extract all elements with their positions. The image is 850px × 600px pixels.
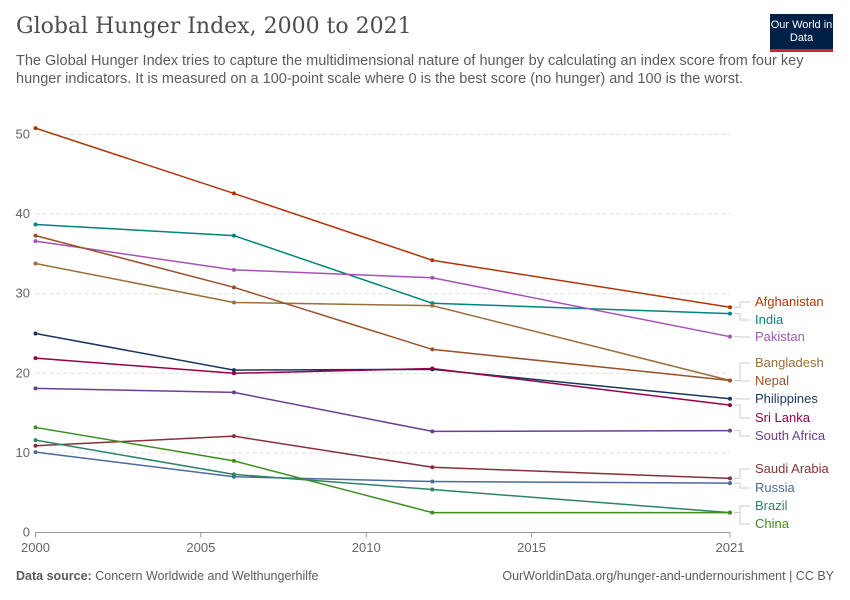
data-point <box>33 233 38 238</box>
y-tick-label: 50 <box>16 127 30 142</box>
data-point <box>728 378 732 383</box>
series-line-bangladesh <box>35 262 731 382</box>
data-point <box>430 303 435 308</box>
data-point <box>728 334 732 339</box>
data-point <box>33 450 38 455</box>
data-point <box>728 510 732 515</box>
series-label: Bangladesh <box>755 355 824 370</box>
label-connector <box>734 468 750 479</box>
data-point <box>728 481 732 486</box>
data-point <box>231 285 236 290</box>
x-tick-label: 2005 <box>186 540 215 555</box>
label-connector <box>734 362 750 381</box>
data-point <box>728 428 732 433</box>
series-label: Brazil <box>755 498 788 513</box>
chart-subtitle: The Global Hunger Index tries to capture… <box>16 53 804 87</box>
series-label: Russia <box>755 480 796 495</box>
y-tick-label: 30 <box>16 286 30 301</box>
series-label: Pakistan <box>755 329 805 344</box>
series-label: South Africa <box>755 428 826 443</box>
y-tick-label: 20 <box>16 365 30 380</box>
data-point <box>430 429 435 434</box>
series-label: Sri Lanka <box>755 410 811 425</box>
label-connector <box>734 505 750 514</box>
data-point <box>33 425 38 430</box>
x-tick-label: 2021 <box>716 540 745 555</box>
data-source: Data source: Concern Worldwide and Welth… <box>16 569 319 583</box>
series-line-brazil <box>35 439 731 514</box>
data-point <box>231 472 236 477</box>
data-point <box>430 258 435 263</box>
data-point <box>231 267 236 272</box>
data-point <box>430 479 435 484</box>
label-connector <box>734 313 750 321</box>
data-point <box>231 458 236 463</box>
data-point <box>430 347 435 352</box>
series-line-afghanistan <box>35 127 731 308</box>
series-label: China <box>755 516 790 531</box>
series-line-philippines <box>35 332 731 400</box>
data-point <box>33 438 38 443</box>
data-point <box>231 390 236 395</box>
chart-title: Global Hunger Index, 2000 to 2021 <box>16 14 412 39</box>
data-point <box>728 305 732 310</box>
data-point <box>33 126 38 131</box>
data-point <box>728 476 732 481</box>
x-tick-label: 2000 <box>21 540 50 555</box>
data-point <box>231 191 236 196</box>
y-tick-label: 0 <box>23 525 30 540</box>
data-point <box>231 233 236 238</box>
series-label: Nepal <box>755 373 789 388</box>
data-point <box>33 386 38 391</box>
data-point <box>430 510 435 515</box>
source-link[interactable]: OurWorldinData.org/hunger-and-undernouri… <box>502 569 834 583</box>
label-connector <box>734 482 750 489</box>
data-point <box>430 275 435 280</box>
data-point <box>231 434 236 439</box>
data-point <box>231 300 236 305</box>
x-tick-label: 2010 <box>352 540 381 555</box>
data-point <box>430 366 435 371</box>
data-point <box>728 396 732 401</box>
series-label: Philippines <box>755 391 818 406</box>
source-text: Concern Worldwide and Welthungerhilfe <box>95 569 319 583</box>
data-point <box>33 222 38 227</box>
y-tick-label: 10 <box>16 445 30 460</box>
series-line-china <box>35 426 730 514</box>
owid-logo[interactable]: Our World in Data <box>770 14 833 52</box>
data-point <box>33 443 38 448</box>
label-connector <box>734 430 750 437</box>
data-point <box>728 403 732 408</box>
data-point <box>33 261 38 266</box>
y-tick-label: 40 <box>16 206 30 221</box>
label-connector <box>734 404 750 419</box>
data-point <box>33 331 38 336</box>
data-point <box>33 356 38 361</box>
label-connector <box>734 379 750 382</box>
source-label: Data source: <box>16 569 92 583</box>
series-label: Saudi Arabia <box>755 461 829 476</box>
label-connector <box>734 512 750 525</box>
data-point <box>430 465 435 470</box>
series-line-pakistan <box>35 240 731 338</box>
series-line-russia <box>35 451 731 484</box>
data-point <box>728 311 732 316</box>
series-label: India <box>755 312 784 327</box>
label-connector <box>734 301 750 308</box>
series-line-south-africa <box>35 387 731 433</box>
data-point <box>231 371 236 376</box>
series-line-sri-lanka <box>35 357 731 406</box>
x-tick-label: 2015 <box>517 540 546 555</box>
series-line-nepal <box>35 234 731 382</box>
series-line-saudi-arabia <box>35 435 731 480</box>
data-point <box>33 239 38 244</box>
series-label: Afghanistan <box>755 294 824 309</box>
data-point <box>430 487 435 492</box>
data-point <box>231 368 236 373</box>
series-line-india <box>35 223 731 315</box>
